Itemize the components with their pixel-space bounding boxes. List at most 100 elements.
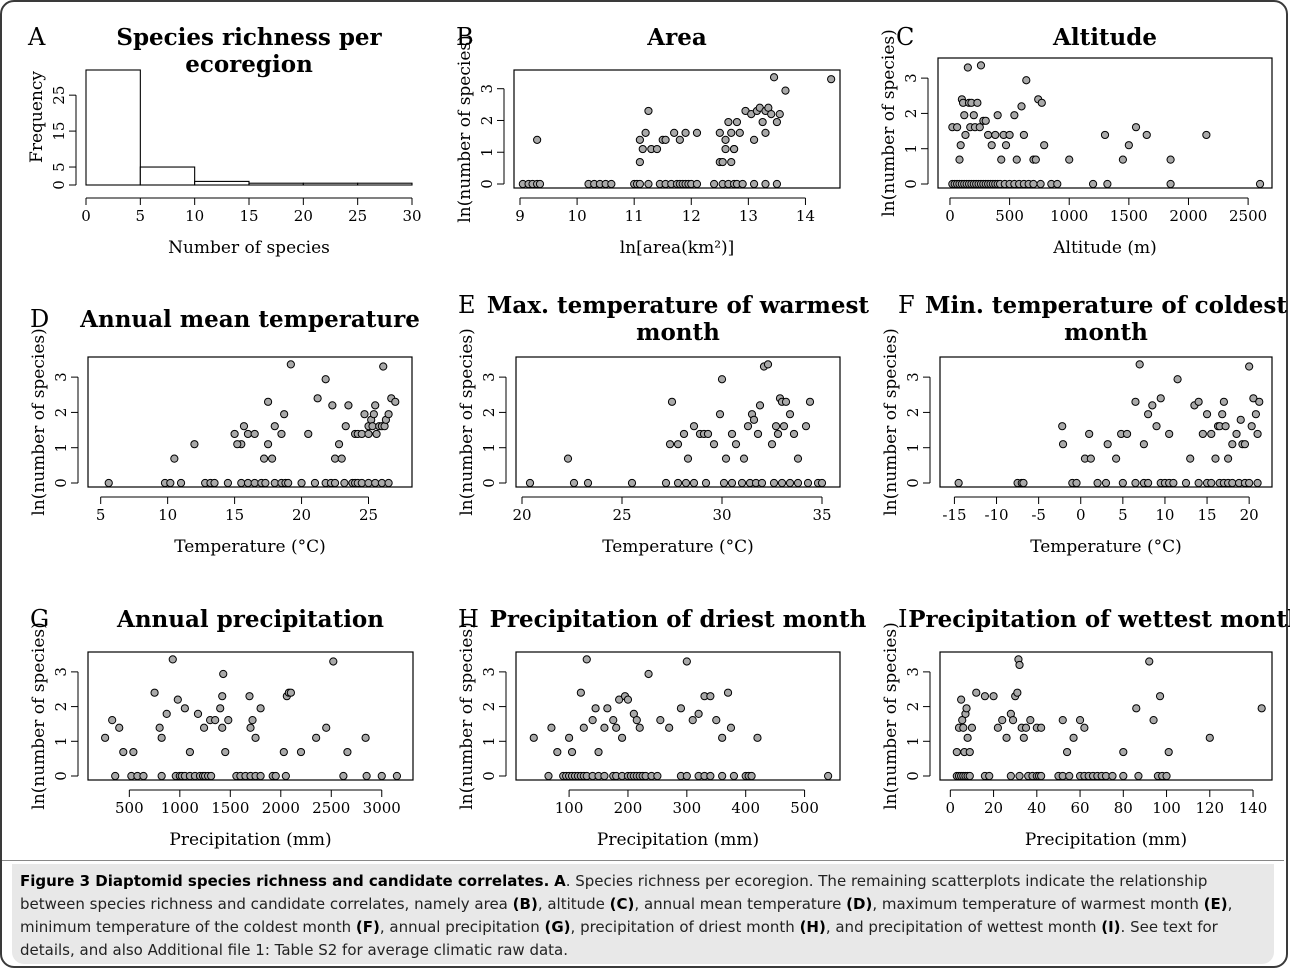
data-point xyxy=(780,423,787,430)
panel-g-x-label: Precipitation (mm) xyxy=(169,830,331,850)
data-point xyxy=(385,411,392,418)
panel-h-y-tick-label: 1 xyxy=(480,737,498,747)
data-point xyxy=(568,748,575,755)
data-point xyxy=(1132,124,1139,131)
data-point xyxy=(690,479,697,486)
data-point xyxy=(725,118,732,125)
panel-a-title: Species richness per xyxy=(116,24,382,51)
data-point xyxy=(257,772,264,779)
data-point xyxy=(120,748,127,755)
data-point xyxy=(676,136,683,143)
data-point xyxy=(358,479,365,486)
data-point xyxy=(666,441,673,448)
panel-f-plot-frame xyxy=(940,357,1272,487)
data-point xyxy=(1132,398,1139,405)
data-point xyxy=(298,479,305,486)
panel-h-y-tick-label: 0 xyxy=(480,771,498,781)
data-point xyxy=(280,748,287,755)
data-point xyxy=(251,479,258,486)
panel-f-x-label: Temperature (°C) xyxy=(1030,537,1182,557)
data-point xyxy=(151,689,158,696)
data-point xyxy=(1030,180,1037,187)
data-point xyxy=(684,455,691,462)
panel-i-y-label: ln(number of species) xyxy=(881,622,901,809)
panel-b-x-tick-label: 12 xyxy=(682,207,701,225)
data-point xyxy=(730,772,737,779)
data-point xyxy=(982,117,989,124)
data-point xyxy=(262,479,269,486)
caption-ref-c: (C) xyxy=(610,895,635,913)
data-point xyxy=(1256,180,1263,187)
caption-ref-f: (F) xyxy=(356,918,380,936)
caption-ref-e: (E) xyxy=(1204,895,1228,913)
data-point xyxy=(271,423,278,430)
panel-g-plot-frame xyxy=(88,652,413,780)
data-point xyxy=(957,142,964,149)
data-point xyxy=(222,748,229,755)
data-point xyxy=(200,724,207,731)
data-point xyxy=(362,734,369,741)
data-point xyxy=(534,136,541,143)
data-point xyxy=(363,772,370,779)
data-point xyxy=(601,724,608,731)
data-point xyxy=(954,124,961,131)
panel-c-x-tick-label: 2000 xyxy=(1169,207,1207,225)
data-point xyxy=(633,717,640,724)
data-point xyxy=(682,129,689,136)
panel-g-x-tick-label: 2000 xyxy=(262,799,300,817)
data-point xyxy=(727,724,734,731)
data-point xyxy=(1195,479,1202,486)
data-point xyxy=(981,693,988,700)
data-point xyxy=(208,772,215,779)
data-point xyxy=(225,717,232,724)
panel-e-x-tick-label: 35 xyxy=(812,506,831,524)
data-point xyxy=(628,479,635,486)
data-point xyxy=(674,441,681,448)
data-point xyxy=(264,441,271,448)
data-point xyxy=(313,734,320,741)
data-point xyxy=(825,772,832,779)
data-point xyxy=(668,398,675,405)
data-point xyxy=(219,693,226,700)
data-point xyxy=(1104,441,1111,448)
data-point xyxy=(548,724,555,731)
data-point xyxy=(674,479,681,486)
data-point xyxy=(1156,693,1163,700)
panel-i-y-tick-label: 0 xyxy=(904,771,922,781)
data-point xyxy=(1059,441,1066,448)
panel-d-x-label: Temperature (°C) xyxy=(174,537,326,557)
data-point xyxy=(671,129,678,136)
panel-i-x-tick-label: 120 xyxy=(1195,799,1224,817)
caption-ref-g: (G) xyxy=(545,918,571,936)
panel-c-x-tick-label: 1500 xyxy=(1110,207,1148,225)
data-point xyxy=(740,455,747,462)
data-point xyxy=(1203,411,1210,418)
data-point xyxy=(776,111,783,118)
data-point xyxy=(344,748,351,755)
panel-b-y-tick-label: 0 xyxy=(478,179,496,189)
data-point xyxy=(756,402,763,409)
panel-h-x-label: Precipitation (mm) xyxy=(597,830,759,850)
panel-i-x-tick-label: 60 xyxy=(1071,799,1090,817)
panel-d-x-tick-label: 15 xyxy=(225,506,244,524)
data-point xyxy=(305,430,312,437)
data-point xyxy=(1109,772,1116,779)
panel-f-x-tick-label: 5 xyxy=(1118,506,1128,524)
panel-a-x-tick-label: 0 xyxy=(81,207,91,225)
data-point xyxy=(1037,180,1044,187)
data-point xyxy=(240,423,247,430)
data-point xyxy=(577,689,584,696)
data-point xyxy=(234,441,241,448)
caption-text-d: , maximum temperature of warmest month xyxy=(872,895,1203,913)
data-point xyxy=(730,145,737,152)
data-point xyxy=(970,112,977,119)
data-point xyxy=(1066,156,1073,163)
panel-c-y-label: ln(number of species) xyxy=(879,29,899,216)
data-point xyxy=(194,710,201,717)
data-point xyxy=(340,772,347,779)
data-point xyxy=(369,423,376,430)
data-point xyxy=(220,670,227,677)
caption-ref-i: (I) xyxy=(1101,918,1120,936)
data-point xyxy=(724,689,731,696)
data-point xyxy=(642,129,649,136)
